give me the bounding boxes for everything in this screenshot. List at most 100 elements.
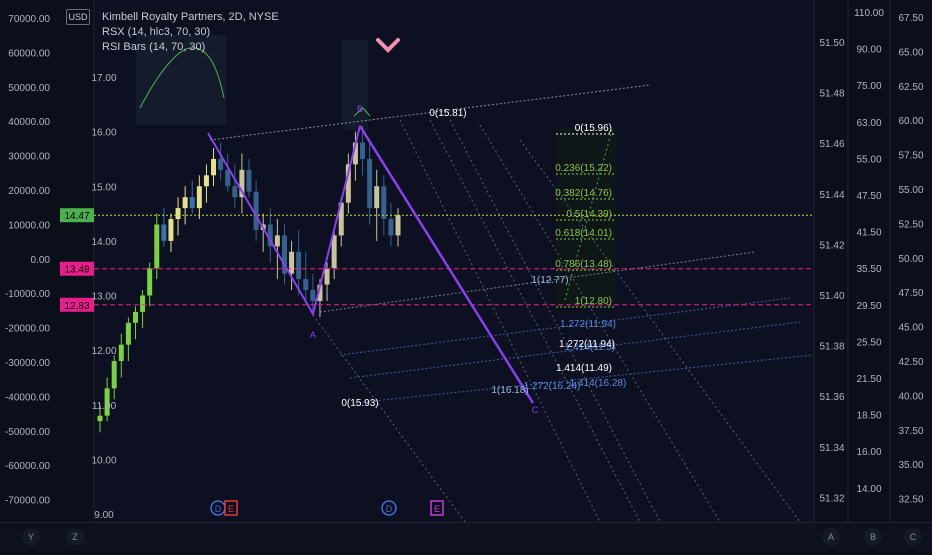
right-axis2-tick: 75.00 <box>856 81 881 92</box>
candle-body <box>345 164 351 203</box>
right-axis2-tick: 21.50 <box>856 374 881 385</box>
right-axis3-tick: 60.00 <box>898 116 923 127</box>
right-axis3-tick: 45.00 <box>898 323 923 334</box>
shaded-zone-left <box>136 35 226 125</box>
event-label[interactable]: E <box>228 504 234 514</box>
right-axis3-tick: 62.50 <box>898 82 923 93</box>
left-axis-tick: -10000.00 <box>5 289 50 300</box>
right-axis2-tick: 90.00 <box>856 45 881 56</box>
candle-body <box>253 191 259 230</box>
extension-ray <box>354 354 813 404</box>
axis-button-y[interactable]: Y <box>22 528 40 546</box>
indicator-rsi-bars[interactable]: RSI Bars (14, 70, 30) <box>102 41 206 53</box>
right-axis1-tick: 51.42 <box>819 240 844 251</box>
right-axis3-tick: 57.50 <box>898 151 923 162</box>
right-axis1-tick: 51.50 <box>819 38 844 49</box>
left-axis-tick: -30000.00 <box>5 358 50 369</box>
diagonal-ray <box>449 119 661 523</box>
axis-button-b[interactable]: B <box>864 528 882 546</box>
pattern-label-c: C <box>532 405 539 415</box>
price-flag-label: 13.49 <box>64 265 89 276</box>
right-axis1-tick: 51.36 <box>819 392 844 403</box>
extension-label: 1.272(11.94) <box>560 319 616 330</box>
candle-body <box>175 208 181 220</box>
right-axis1-tick: 51.34 <box>819 443 844 454</box>
harmonic-leg <box>207 125 361 317</box>
extension-ray <box>349 321 801 379</box>
left-axis-tick: 0.00 <box>31 255 51 266</box>
candle-body <box>97 415 103 422</box>
price-axis-tick: 10.00 <box>91 455 116 466</box>
indicator-rsx[interactable]: RSX (14, hlc3, 70, 30) <box>102 26 211 38</box>
right-axis2-tick: 55.00 <box>856 154 881 165</box>
candle-body <box>360 142 366 159</box>
axis-button-a[interactable]: A <box>822 528 840 546</box>
candle-body <box>395 215 401 236</box>
extension-ray <box>319 251 756 313</box>
right-axis1-tick: 51.46 <box>819 139 844 150</box>
right-axis3-tick: 47.50 <box>898 288 923 299</box>
event-label[interactable]: E <box>434 504 440 514</box>
candle-body <box>303 279 309 291</box>
fib-diagonal <box>564 129 613 301</box>
candle-body <box>211 158 217 176</box>
right-axis1-tick: 51.40 <box>819 291 844 302</box>
candle-body <box>274 235 280 247</box>
candle-body <box>161 224 167 241</box>
price-axis-tick: 12.00 <box>91 346 116 357</box>
candle-body <box>246 169 252 192</box>
price-flag <box>60 208 94 223</box>
right-axis3-tick: 35.00 <box>898 460 923 471</box>
chart-title[interactable]: Kimbell Royalty Partners, 2D, NYSE <box>102 11 279 23</box>
pattern-label-b: B <box>357 104 363 114</box>
bottom-bar <box>0 522 932 551</box>
axis-button-z[interactable]: Z <box>66 528 84 546</box>
fib-label: 0.5(14.39) <box>566 209 612 220</box>
right-axis2-tick: 35.50 <box>856 264 881 275</box>
candle-body <box>104 388 110 416</box>
candle-body <box>310 290 316 301</box>
candle-body <box>225 169 231 187</box>
candle-body <box>140 295 146 312</box>
left-axis-tick: 40000.00 <box>8 117 50 128</box>
right-axis3-tick: 40.00 <box>898 391 923 402</box>
event-marker[interactable] <box>381 500 397 516</box>
fib-label: 0.618(14.01) <box>555 228 612 239</box>
right-axis1-tick: 51.38 <box>819 342 844 353</box>
extension-label: 1.272(11.94) <box>559 339 615 350</box>
fib-label: 1(12.80) <box>575 296 612 307</box>
candle-body <box>189 197 195 209</box>
candle-body <box>367 158 373 209</box>
right-axis2-tick: 18.50 <box>856 411 881 422</box>
left-axis-tick: -60000.00 <box>5 461 50 472</box>
right-axis2-tick: 16.00 <box>856 447 881 458</box>
left-axis-tick: -20000.00 <box>5 324 50 335</box>
candle-body <box>111 361 117 389</box>
shaded-zone-right <box>342 40 368 130</box>
right-axis1-tick: 51.32 <box>819 493 844 504</box>
candle-body <box>281 235 287 274</box>
pattern-label-a: A <box>310 330 316 340</box>
right-axis3-tick: 42.50 <box>898 357 923 368</box>
candle-body <box>381 186 387 220</box>
diagonal-ray <box>519 139 801 523</box>
fib-label: 0.786(13.48) <box>555 259 612 270</box>
event-marker[interactable] <box>430 500 444 516</box>
candle-body <box>352 142 358 165</box>
candle-body <box>196 186 202 209</box>
price-axis-tick: 11.00 <box>92 401 117 412</box>
event-label[interactable]: D <box>386 504 393 514</box>
right-axis3-tick: 67.50 <box>898 13 923 24</box>
candle-body <box>132 311 138 323</box>
axis-button-c[interactable]: C <box>904 528 922 546</box>
event-label[interactable]: D <box>215 504 222 514</box>
price-axis-tick: 16.00 <box>91 128 116 139</box>
left-axis-tick: -70000.00 <box>5 496 50 507</box>
currency-badge[interactable]: USD <box>66 9 90 25</box>
event-marker[interactable] <box>224 500 238 516</box>
candle-body <box>296 251 302 280</box>
extension-label: 0(15.81) <box>429 108 466 119</box>
extension-label: 0(15.93) <box>341 398 378 409</box>
